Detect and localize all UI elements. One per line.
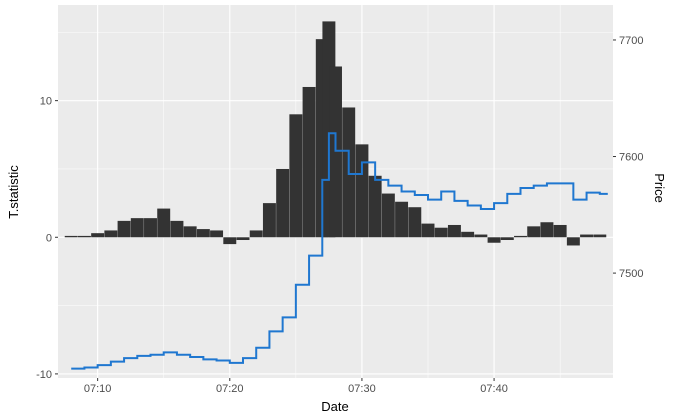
bar [289,114,303,238]
t-statistic-bars [64,21,607,246]
bar [130,218,144,238]
bar [514,235,527,238]
right-tick-label: 7600 [619,152,643,164]
right-axis-title: Price [652,173,667,203]
bar [553,224,567,238]
bar [210,230,224,238]
bar [421,223,435,238]
bar [157,208,171,238]
right-axis-ticks: 7500 7600 7700 [613,35,643,280]
x-tick-label: 07:30 [348,383,376,395]
bar [593,234,607,238]
bar [77,235,91,238]
bar [262,203,276,238]
bar [395,201,409,238]
x-axis-ticks: 07:10 07:20 07:30 07:40 [84,378,508,395]
bar [183,226,197,238]
left-tick-label: 0 [46,232,52,244]
bar [223,237,237,245]
bar [196,229,210,238]
bar [236,237,250,241]
bar [276,168,290,238]
bar [474,234,488,238]
bar [527,226,541,238]
x-tick-label: 07:20 [216,383,244,395]
bar [91,233,105,238]
left-axis-ticks: -10 0 10 [36,96,58,381]
bar [302,86,316,238]
bar [540,222,554,238]
bar [117,220,131,238]
x-tick-label: 07:10 [84,383,112,395]
bar [170,220,184,238]
left-tick-label: 10 [40,96,52,108]
left-tick-label: -10 [36,369,52,381]
right-tick-label: 7700 [619,35,643,47]
x-tick-label: 07:40 [480,383,508,395]
bar [500,237,514,241]
bar [64,235,78,238]
right-tick-label: 7500 [619,268,643,280]
left-axis-title: T.statistic [6,165,21,219]
bar [434,227,448,238]
bar [381,193,395,238]
bar [355,144,369,238]
bar [144,218,157,238]
bar [104,230,118,238]
bar [580,234,594,238]
bar [447,224,461,238]
bar [487,237,501,243]
x-axis-title: Date [321,399,348,414]
price-line [71,132,608,370]
bar [566,237,580,246]
bar [368,175,382,238]
bar [461,231,475,238]
bar [249,230,263,238]
bar [408,207,422,238]
bar [329,66,342,238]
